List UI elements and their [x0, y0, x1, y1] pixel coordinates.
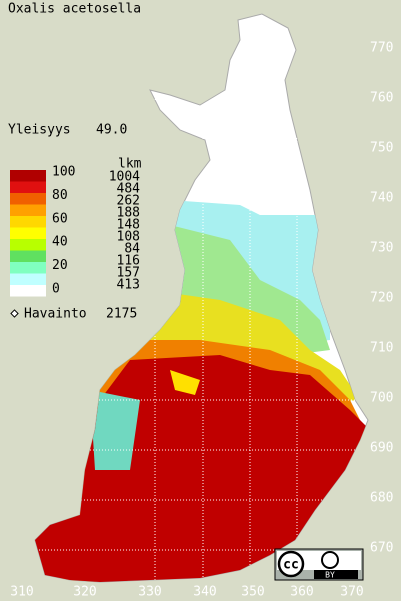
legend-swatch	[10, 193, 46, 205]
scale-label: 100	[52, 165, 75, 180]
legend: 100 80 60 40 20 0 lkm1004484262188148108841161…	[10, 157, 142, 297]
y-axis-label: 680	[370, 491, 393, 506]
count-label: 116	[117, 254, 140, 269]
legend-swatch	[10, 227, 46, 239]
observation-legend: Havainto 2175	[10, 307, 137, 322]
cc-logo: cc	[283, 558, 299, 573]
legend-swatch	[10, 250, 46, 262]
y-axis-label: 760	[370, 91, 393, 106]
y-axis-label: 720	[370, 291, 393, 306]
frequency-label: Yleisyys	[8, 123, 71, 138]
x-axis: 310 320 330 340 350 360 370	[10, 585, 363, 600]
legend-swatch	[10, 204, 46, 216]
scale-label: 0	[52, 282, 60, 297]
y-axis-label: 670	[370, 541, 393, 556]
x-axis-label: 320	[73, 585, 96, 600]
count-label: 188	[117, 206, 140, 221]
cc-badge: cc BY	[274, 548, 364, 581]
legend-swatch	[10, 273, 46, 285]
y-axis-label: 730	[370, 241, 393, 256]
y-axis-label: 690	[370, 441, 393, 456]
x-axis-label: 360	[290, 585, 313, 600]
count-label: 484	[117, 182, 141, 197]
legend-swatch	[10, 170, 46, 182]
count-label: 157	[117, 266, 140, 281]
y-axis-label: 700	[370, 391, 393, 406]
legend-swatch	[10, 239, 46, 251]
x-axis-label: 350	[241, 585, 264, 600]
scale-label: 40	[52, 235, 68, 250]
scale-label: 20	[52, 258, 68, 273]
legend-swatch	[10, 262, 46, 274]
frequency-value: 49.0	[96, 123, 127, 138]
observation-label: Havainto	[24, 307, 87, 322]
x-axis-label: 330	[138, 585, 161, 600]
cc-by: BY	[325, 571, 335, 580]
count-label: 262	[117, 194, 140, 209]
x-axis-label: 310	[10, 585, 33, 600]
y-axis-label: 770	[370, 41, 393, 56]
count-label: 1004	[109, 170, 140, 185]
legend-swatch	[10, 285, 46, 297]
y-axis-label: 740	[370, 191, 393, 206]
y-axis-label: 750	[370, 141, 393, 156]
y-axis: 770 760 750 740 730 720 710 700 690 680 670	[370, 41, 393, 556]
x-axis-label: 370	[340, 585, 363, 600]
count-label: 148	[117, 218, 140, 233]
legend-swatch	[10, 181, 46, 193]
scale-label: 60	[52, 211, 68, 226]
legend-swatch	[10, 216, 46, 228]
count-label: 84	[124, 242, 140, 257]
count-header: lkm	[118, 157, 142, 172]
count-label: 108	[117, 230, 140, 245]
scale-label: 80	[52, 188, 68, 203]
count-label: 413	[117, 278, 140, 293]
observation-value: 2175	[106, 307, 137, 322]
y-axis-label: 710	[370, 341, 393, 356]
x-axis-label: 340	[193, 585, 216, 600]
title: Oxalis acetosella	[8, 2, 141, 17]
